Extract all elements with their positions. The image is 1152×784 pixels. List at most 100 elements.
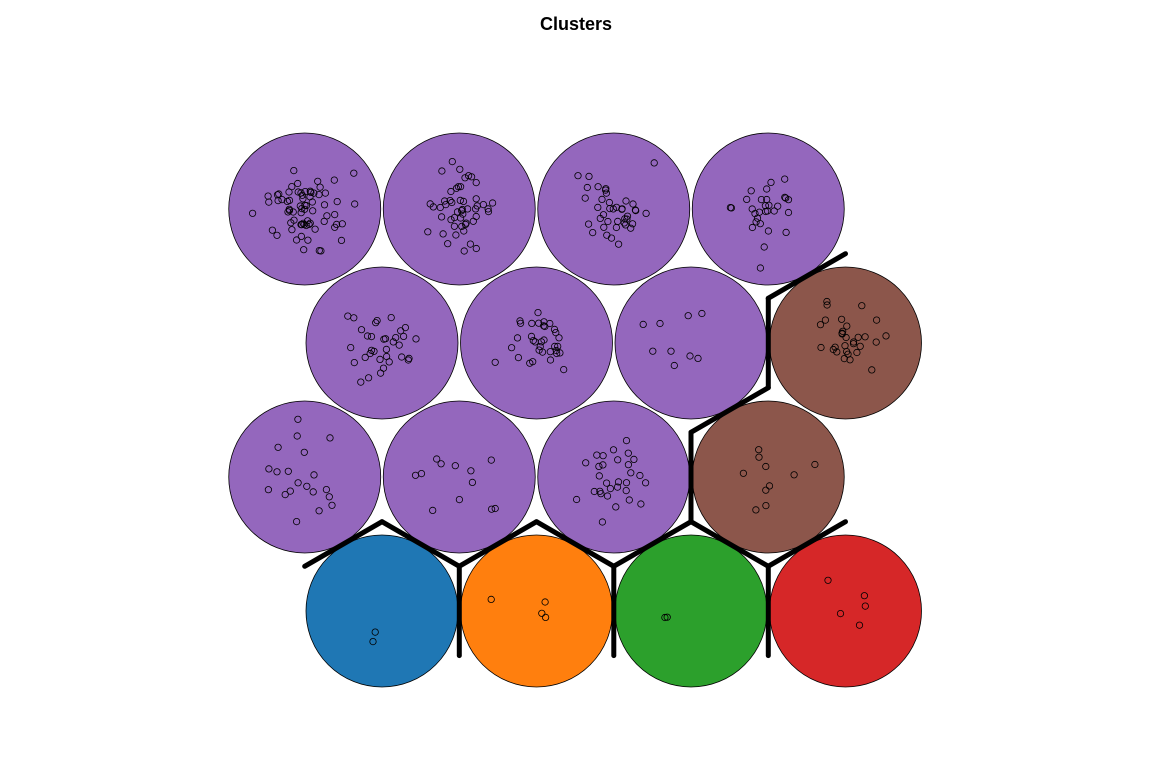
som-node-r1-c3 xyxy=(614,534,768,688)
observation-point xyxy=(821,316,830,324)
observation-point xyxy=(599,461,607,469)
observation-point xyxy=(872,338,880,346)
observation-point xyxy=(774,202,782,210)
observation-point xyxy=(288,226,296,234)
observation-point xyxy=(609,446,618,454)
observation-point xyxy=(739,469,748,477)
observation-point xyxy=(589,229,597,237)
som-node-r2-c3 xyxy=(537,400,691,554)
observation-point xyxy=(487,505,496,513)
observation-point xyxy=(487,456,495,464)
observation-point xyxy=(316,183,324,191)
observation-point xyxy=(554,342,562,350)
observation-point xyxy=(541,598,549,606)
observation-point xyxy=(760,243,768,251)
observation-point xyxy=(363,332,372,340)
observation-point xyxy=(694,354,702,362)
observation-point xyxy=(816,321,825,329)
observation-point xyxy=(347,343,355,352)
observation-point xyxy=(623,215,631,223)
som-node-r2-c4 xyxy=(691,400,845,554)
observation-point xyxy=(528,319,536,327)
cluster-boundary xyxy=(765,519,848,569)
observation-point xyxy=(756,264,765,272)
observation-point xyxy=(458,222,466,230)
observation-point xyxy=(831,343,839,351)
observation-point xyxy=(274,443,282,451)
observation-point xyxy=(627,469,635,477)
observation-point xyxy=(767,178,775,186)
observation-point xyxy=(274,197,282,205)
observation-point xyxy=(639,320,647,328)
observation-point xyxy=(429,506,437,514)
observation-point xyxy=(853,348,861,357)
observation-point xyxy=(604,217,612,226)
observation-point xyxy=(622,436,631,445)
observation-point xyxy=(594,183,602,191)
observation-point xyxy=(642,209,650,217)
observation-point xyxy=(376,355,384,363)
observation-point xyxy=(361,353,369,361)
observation-point xyxy=(273,231,281,239)
observation-point xyxy=(757,196,766,204)
observation-point xyxy=(556,349,564,357)
observation-point xyxy=(743,195,751,203)
observation-point xyxy=(297,209,305,217)
observation-point xyxy=(829,345,837,354)
observation-point xyxy=(292,236,301,244)
observation-point xyxy=(630,455,638,463)
observation-point xyxy=(837,315,846,323)
observation-point xyxy=(350,314,358,322)
observation-point xyxy=(628,220,637,228)
observation-point xyxy=(448,158,456,166)
observation-point xyxy=(599,211,608,219)
observation-point xyxy=(752,218,760,226)
observation-point xyxy=(529,358,537,366)
observation-point xyxy=(452,184,461,192)
observation-point xyxy=(479,201,487,209)
observation-point xyxy=(649,347,657,355)
observation-point xyxy=(861,333,869,341)
observation-point xyxy=(472,195,480,203)
observation-point xyxy=(529,336,537,345)
observation-point xyxy=(606,484,615,493)
observation-point xyxy=(663,613,671,621)
observation-point xyxy=(595,472,603,480)
observation-point xyxy=(308,198,316,206)
observation-point xyxy=(627,224,635,232)
observation-point xyxy=(614,240,623,248)
observation-point xyxy=(842,333,850,342)
observation-point xyxy=(622,197,630,205)
som-node-r3-c3 xyxy=(614,266,768,420)
observation-point xyxy=(872,316,881,324)
observation-point xyxy=(333,198,341,206)
observation-point xyxy=(612,203,621,211)
observation-point xyxy=(540,336,548,344)
observation-point xyxy=(614,478,623,486)
observation-point xyxy=(424,228,432,236)
observation-point xyxy=(636,471,644,480)
observation-point xyxy=(472,179,480,187)
som-node-r3-c2 xyxy=(460,266,613,420)
observation-point xyxy=(314,177,322,185)
observation-point xyxy=(755,453,763,461)
observation-point xyxy=(541,322,549,331)
observation-point xyxy=(782,228,790,236)
observation-point xyxy=(748,205,756,213)
observation-point xyxy=(612,503,620,511)
observation-point xyxy=(882,332,890,340)
observation-point xyxy=(763,185,771,193)
observation-point xyxy=(487,595,495,604)
observation-point xyxy=(325,493,333,501)
observation-point xyxy=(594,203,602,211)
observation-point xyxy=(468,478,476,486)
observation-point xyxy=(584,220,593,228)
observation-point xyxy=(440,197,449,205)
observation-point xyxy=(338,220,346,228)
observation-point xyxy=(817,343,825,352)
observation-point xyxy=(273,191,282,199)
observation-point xyxy=(534,308,542,317)
observation-point xyxy=(304,236,312,244)
observation-point xyxy=(555,334,563,342)
